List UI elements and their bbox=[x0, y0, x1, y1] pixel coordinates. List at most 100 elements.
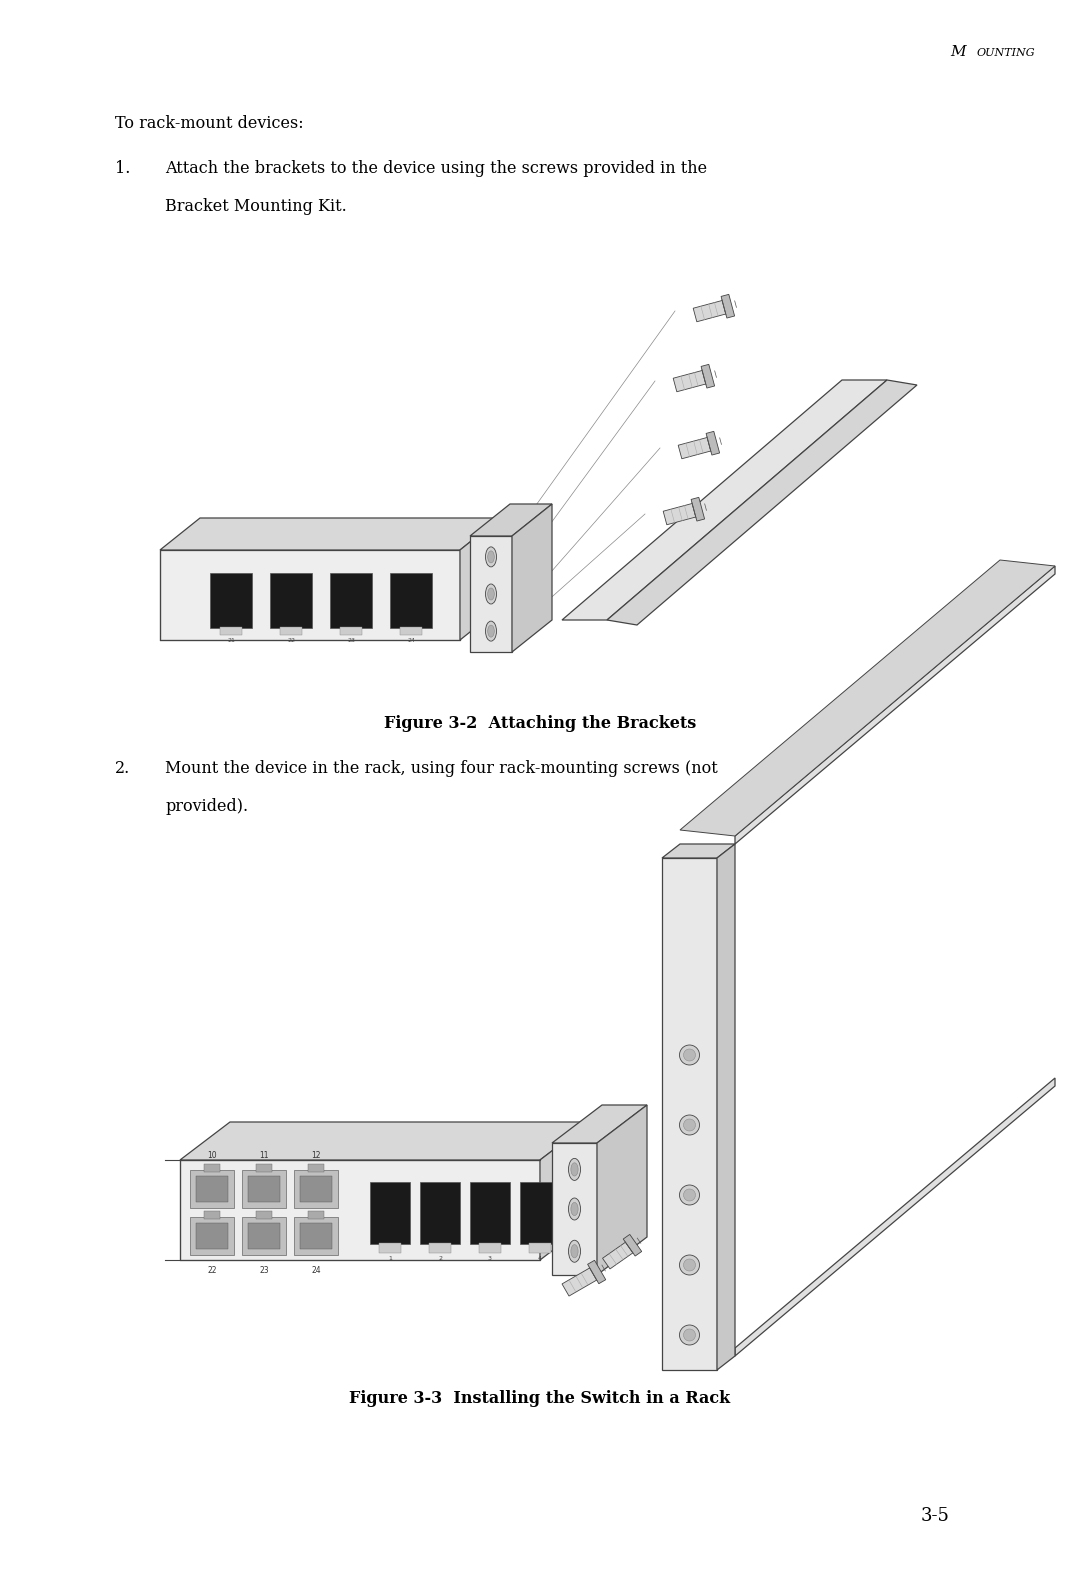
Polygon shape bbox=[735, 567, 1055, 845]
Ellipse shape bbox=[568, 1198, 581, 1220]
Polygon shape bbox=[588, 1261, 606, 1284]
Bar bbox=[256, 1163, 272, 1171]
Circle shape bbox=[679, 1254, 700, 1275]
Text: 3-5: 3-5 bbox=[921, 1507, 950, 1524]
Circle shape bbox=[684, 1119, 696, 1130]
Bar bbox=[248, 1176, 280, 1203]
Polygon shape bbox=[662, 857, 717, 1371]
Bar bbox=[190, 1170, 234, 1207]
Bar bbox=[480, 1243, 501, 1253]
Bar bbox=[370, 1182, 410, 1243]
Text: 10: 10 bbox=[207, 1151, 217, 1160]
Ellipse shape bbox=[486, 546, 497, 567]
Polygon shape bbox=[607, 380, 917, 625]
Polygon shape bbox=[562, 1269, 597, 1297]
Ellipse shape bbox=[488, 625, 495, 637]
Polygon shape bbox=[512, 504, 552, 652]
Polygon shape bbox=[680, 560, 1055, 835]
Text: Bracket Mounting Kit.: Bracket Mounting Kit. bbox=[165, 198, 347, 215]
Polygon shape bbox=[460, 518, 500, 641]
Ellipse shape bbox=[568, 1240, 581, 1262]
Bar bbox=[210, 573, 252, 628]
Bar bbox=[280, 626, 302, 634]
Polygon shape bbox=[160, 518, 500, 550]
Polygon shape bbox=[180, 1123, 590, 1160]
Ellipse shape bbox=[488, 551, 495, 564]
Polygon shape bbox=[663, 504, 696, 524]
Circle shape bbox=[679, 1185, 700, 1206]
Ellipse shape bbox=[486, 622, 497, 641]
Bar bbox=[195, 1176, 228, 1203]
Polygon shape bbox=[721, 294, 734, 319]
Polygon shape bbox=[562, 380, 887, 620]
Bar bbox=[308, 1163, 324, 1171]
Polygon shape bbox=[470, 504, 552, 535]
Text: provided).: provided). bbox=[165, 798, 248, 815]
Bar bbox=[204, 1163, 220, 1171]
Text: 12: 12 bbox=[311, 1151, 321, 1160]
Polygon shape bbox=[678, 438, 711, 458]
Text: OUNTING: OUNTING bbox=[977, 49, 1036, 58]
Polygon shape bbox=[693, 300, 726, 322]
Text: Figure 3-3  Installing the Switch in a Rack: Figure 3-3 Installing the Switch in a Ra… bbox=[350, 1389, 730, 1407]
Text: 4: 4 bbox=[538, 1256, 542, 1261]
Circle shape bbox=[684, 1049, 696, 1061]
Text: 3: 3 bbox=[488, 1256, 492, 1261]
Text: 21: 21 bbox=[227, 637, 235, 644]
Bar bbox=[294, 1217, 338, 1254]
Bar bbox=[300, 1223, 332, 1250]
Bar bbox=[256, 1210, 272, 1218]
Bar bbox=[204, 1210, 220, 1218]
Text: 11: 11 bbox=[259, 1151, 269, 1160]
Circle shape bbox=[684, 1259, 696, 1272]
Polygon shape bbox=[470, 535, 512, 652]
Bar bbox=[420, 1182, 460, 1243]
Polygon shape bbox=[662, 845, 735, 857]
Ellipse shape bbox=[568, 1159, 581, 1181]
Bar bbox=[195, 1223, 228, 1250]
Circle shape bbox=[679, 1115, 700, 1135]
Ellipse shape bbox=[571, 1203, 578, 1215]
Polygon shape bbox=[691, 498, 704, 521]
Bar bbox=[429, 1243, 451, 1253]
Ellipse shape bbox=[571, 1245, 578, 1258]
Bar bbox=[294, 1170, 338, 1207]
Bar bbox=[330, 573, 372, 628]
Bar bbox=[220, 626, 242, 634]
Bar bbox=[190, 1217, 234, 1254]
Bar bbox=[519, 1182, 561, 1243]
Text: 2.: 2. bbox=[114, 760, 131, 777]
Polygon shape bbox=[160, 550, 460, 641]
Polygon shape bbox=[552, 1143, 597, 1275]
Polygon shape bbox=[623, 1234, 642, 1256]
Bar bbox=[242, 1170, 286, 1207]
Text: Mount the device in the rack, using four rack-mounting screws (not: Mount the device in the rack, using four… bbox=[165, 760, 718, 777]
Text: Attach the brackets to the device using the screws provided in the: Attach the brackets to the device using … bbox=[165, 160, 707, 177]
Circle shape bbox=[684, 1328, 696, 1341]
Text: 1.: 1. bbox=[114, 160, 131, 177]
Bar bbox=[308, 1210, 324, 1218]
Polygon shape bbox=[603, 1242, 633, 1269]
Ellipse shape bbox=[488, 589, 495, 600]
Text: 1: 1 bbox=[388, 1256, 392, 1261]
Bar bbox=[242, 1217, 286, 1254]
Bar bbox=[379, 1243, 401, 1253]
Text: 2: 2 bbox=[438, 1256, 442, 1261]
Text: 22: 22 bbox=[287, 637, 295, 644]
Polygon shape bbox=[717, 845, 735, 1371]
Text: 22: 22 bbox=[207, 1265, 217, 1275]
Polygon shape bbox=[180, 1160, 540, 1261]
Circle shape bbox=[679, 1046, 700, 1064]
Text: 23: 23 bbox=[259, 1265, 269, 1275]
Polygon shape bbox=[552, 1105, 647, 1143]
Bar bbox=[390, 573, 432, 628]
Text: 24: 24 bbox=[311, 1265, 321, 1275]
Polygon shape bbox=[540, 1123, 590, 1261]
Text: Figure 3-2  Attaching the Brackets: Figure 3-2 Attaching the Brackets bbox=[383, 714, 697, 732]
Text: To rack-mount devices:: To rack-mount devices: bbox=[114, 115, 303, 132]
Bar bbox=[248, 1223, 280, 1250]
Bar bbox=[400, 626, 422, 634]
Circle shape bbox=[679, 1325, 700, 1345]
Polygon shape bbox=[706, 432, 719, 455]
Polygon shape bbox=[735, 1079, 1055, 1356]
